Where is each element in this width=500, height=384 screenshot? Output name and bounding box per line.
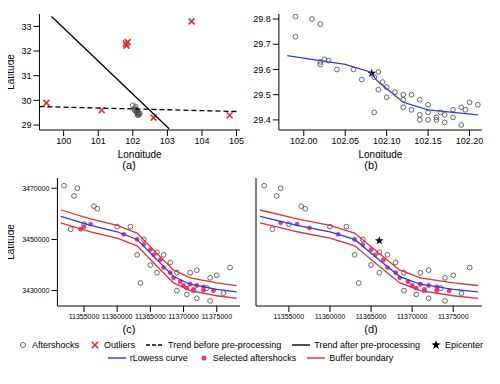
svg-text:102.00: 102.00: [290, 136, 318, 146]
svg-text:102.20: 102.20: [456, 136, 484, 146]
svg-text:32: 32: [21, 46, 31, 56]
svg-text:31: 31: [21, 71, 31, 81]
html-text:rLowess curve: rLowess curve: [129, 353, 188, 363]
svg-text:Latitude: Latitude: [8, 224, 16, 260]
svg-text:11360000: 11360000: [315, 313, 346, 320]
svg-text:11375000: 11375000: [438, 313, 469, 320]
svg-text:11365000: 11365000: [356, 313, 387, 320]
svg-text:100: 100: [56, 136, 71, 146]
svg-text:102.10: 102.10: [373, 136, 401, 146]
svg-text:102.05: 102.05: [331, 136, 359, 146]
html-text:Outliers: Outliers: [104, 340, 135, 350]
svg-text:11355000: 11355000: [69, 313, 100, 320]
svg-text:11375000: 11375000: [201, 313, 232, 320]
svg-text:Longitude: Longitude: [118, 149, 162, 158]
svg-text:29: 29: [21, 120, 31, 130]
svg-text:104: 104: [194, 136, 209, 146]
html-text:(d): (d): [364, 323, 378, 335]
svg-text:11365000: 11365000: [135, 313, 166, 320]
svg-text:11360000: 11360000: [102, 313, 133, 320]
svg-text:29.8: 29.8: [253, 14, 271, 24]
svg-text:3430000: 3430000: [22, 287, 49, 294]
html-text:Epicenter: Epicenter: [445, 340, 483, 350]
svg-text:11370000: 11370000: [397, 313, 428, 320]
html-text:(a): (a): [122, 159, 136, 171]
svg-text:29.6: 29.6: [253, 65, 271, 75]
html-text:Selected aftershocks: Selected aftershocks: [212, 353, 297, 363]
svg-text:11355000: 11355000: [274, 313, 305, 320]
html-text:Buffer boundary: Buffer boundary: [329, 353, 394, 363]
svg-text:102.15: 102.15: [414, 136, 442, 146]
html-text:Aftershocks: Aftershocks: [32, 340, 79, 350]
svg-text:30: 30: [21, 96, 31, 106]
svg-text:29.5: 29.5: [253, 90, 271, 100]
svg-text:29.4: 29.4: [253, 115, 271, 125]
svg-text:3450000: 3450000: [22, 236, 49, 243]
svg-text:103: 103: [160, 136, 175, 146]
html-text:(b): (b): [364, 159, 378, 171]
html-text:Trend after pre-processing: Trend after pre-processing: [314, 340, 420, 350]
svg-text:3470000: 3470000: [22, 185, 49, 192]
svg-text:101: 101: [91, 136, 106, 146]
svg-text:29.7: 29.7: [253, 39, 271, 49]
svg-text:Latitude: Latitude: [8, 54, 16, 90]
html-text:Trend before pre-processing: Trend before pre-processing: [168, 340, 282, 350]
svg-text:102: 102: [125, 136, 140, 146]
svg-text:11370000: 11370000: [168, 313, 199, 320]
svg-text:105: 105: [229, 136, 244, 146]
html-text:(c): (c): [122, 323, 136, 335]
svg-text:Longitude: Longitude: [358, 149, 402, 158]
svg-text:33: 33: [21, 22, 31, 32]
